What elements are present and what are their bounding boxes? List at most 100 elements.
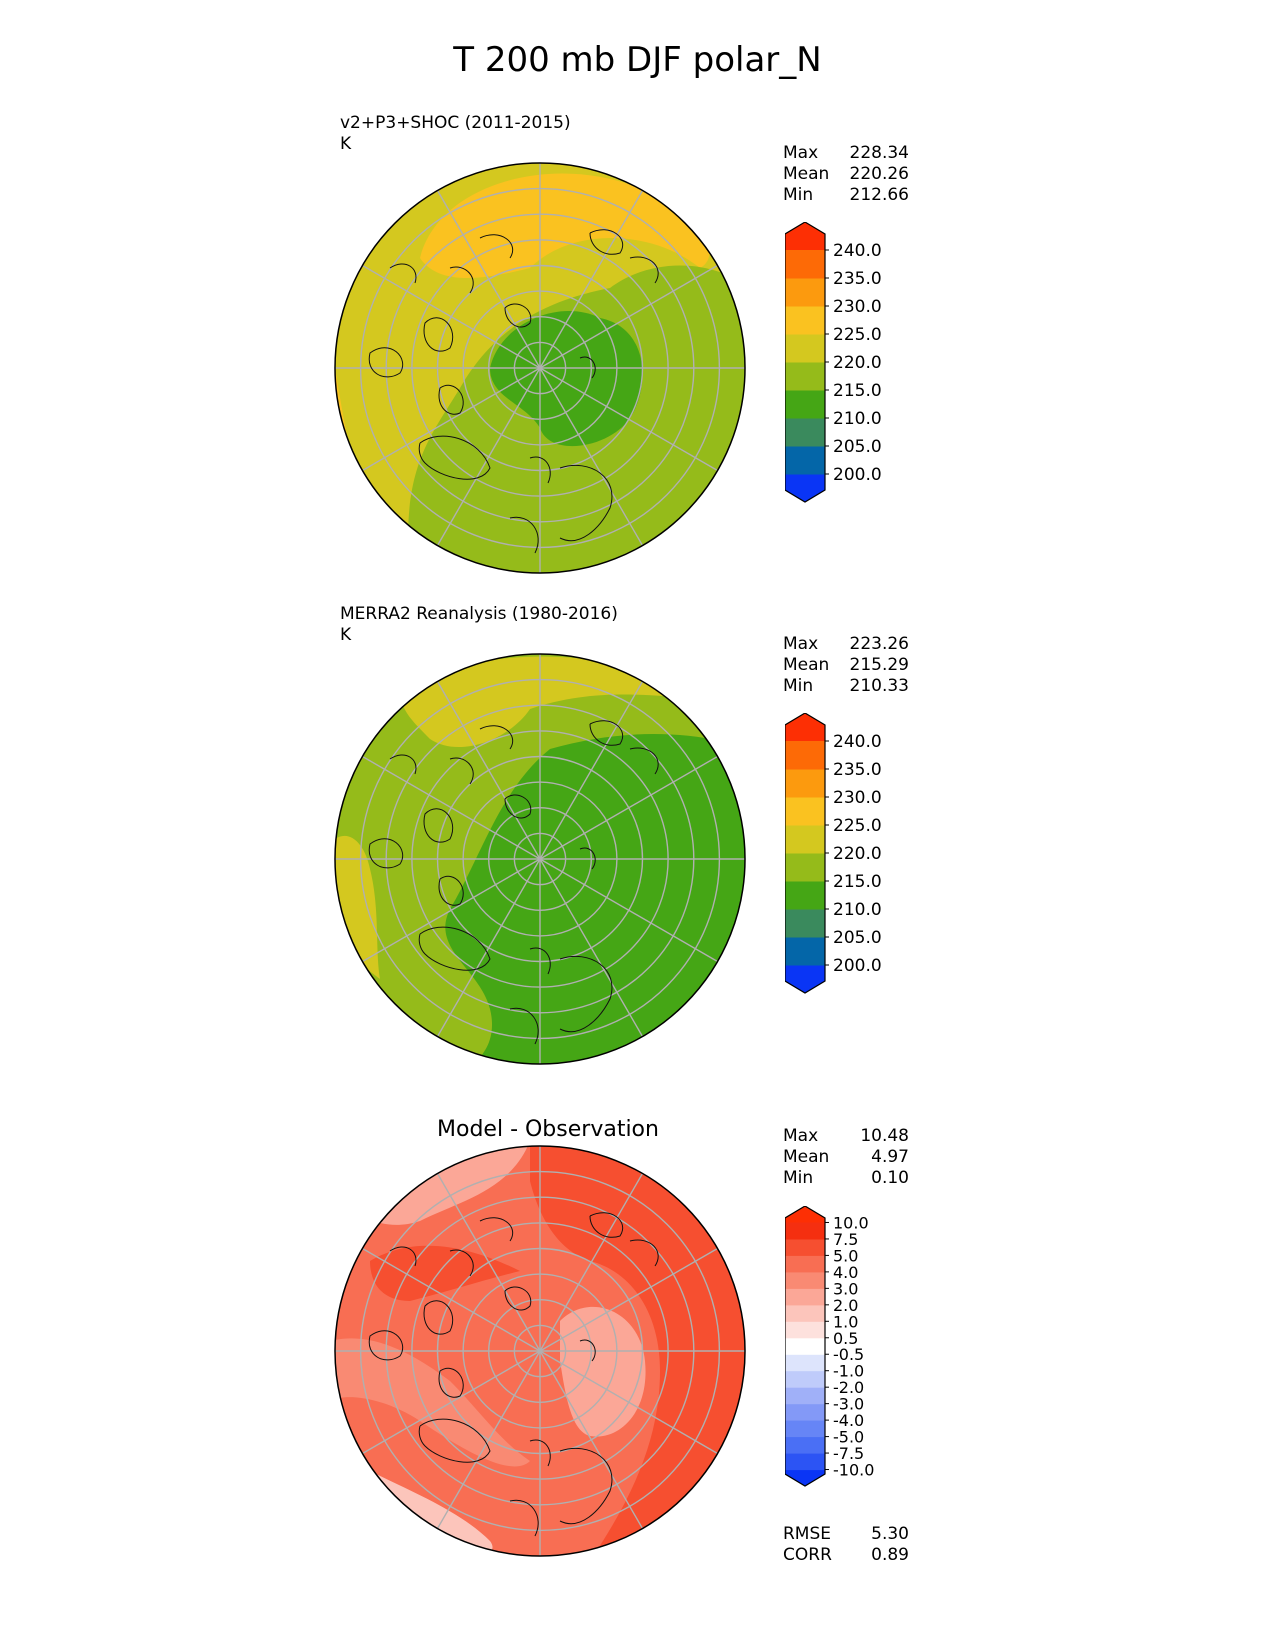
- colorbar-tick-label: 230.0: [833, 788, 882, 808]
- panel1-units: K: [340, 134, 352, 154]
- panel3-title: Model - Observation: [437, 1117, 659, 1142]
- colorbar-tick-label: 200.0: [833, 465, 882, 485]
- coastline: [368, 838, 404, 869]
- meridian-line: [539, 264, 718, 369]
- colorbar-segment: [785, 1321, 825, 1339]
- colorbar-segment: [785, 713, 825, 741]
- meridian-line: [362, 1350, 541, 1455]
- colorbar-segment: [785, 909, 825, 938]
- coastline: [579, 356, 596, 379]
- coastline: [629, 1239, 659, 1267]
- panel2-stat-min: Min 210.33: [783, 676, 909, 696]
- colorbar-segment: [785, 446, 825, 475]
- coastline: [529, 1439, 551, 1467]
- coastline: [529, 947, 551, 975]
- panel3-field-hot-east: [530, 1146, 745, 1556]
- colorbar-segment: [785, 937, 825, 966]
- panel3-stat-rmse: RMSE 5.30: [783, 1524, 909, 1544]
- panel1-stat-mean: Mean 220.26: [783, 164, 909, 184]
- coastline: [449, 266, 474, 294]
- meridian-line: [362, 367, 541, 472]
- coastline: [479, 1217, 514, 1242]
- coastline: [589, 1212, 624, 1238]
- colorbar-tick-label: 235.0: [833, 269, 882, 289]
- panel3-graticule: [335, 1146, 745, 1556]
- colorbar-segment: [785, 1255, 825, 1273]
- coastline: [589, 229, 624, 255]
- coastline: [389, 263, 417, 284]
- colorbar-segment: [785, 1206, 825, 1223]
- panel2-title: MERRA2 Reanalysis (1980-2016) K: [340, 604, 618, 646]
- meridian-line: [436, 190, 541, 369]
- meridian-line: [539, 367, 718, 472]
- coastline: [389, 754, 417, 775]
- coastline: [423, 1300, 454, 1335]
- meridian-line: [539, 1350, 644, 1529]
- colorbar-tick-label: 235.0: [833, 760, 882, 780]
- meridian-line: [539, 858, 644, 1037]
- colorbar-segment: [785, 1420, 825, 1438]
- colorbar-outline: [785, 713, 826, 994]
- colorbar-segment: [785, 1271, 825, 1289]
- colorbar-tick-label: -2.0: [833, 1378, 864, 1397]
- colorbar-segment: [785, 741, 825, 770]
- panel3-stats: Max 10.48 Mean 4.97 Min 0.10: [783, 1126, 909, 1189]
- meridian-line: [436, 681, 541, 860]
- colorbar-tick-label: 7.5: [833, 1230, 858, 1249]
- coastline: [438, 876, 464, 906]
- panel2-units: K: [340, 625, 352, 645]
- panel2-obs-label: MERRA2 Reanalysis (1980-2016): [340, 604, 618, 624]
- panel1-polar-map: [334, 162, 746, 574]
- meridian-line: [539, 681, 644, 860]
- coastline: [509, 516, 539, 554]
- panel3-stat-min: Min 0.10: [783, 1168, 909, 1188]
- panel3-stat-mean: Mean 4.97: [783, 1147, 909, 1167]
- colorbar-tick-label: 220.0: [833, 353, 882, 373]
- meridian-line: [436, 367, 541, 546]
- colorbar-tick-label: -5.0: [833, 1428, 864, 1447]
- panel1-coastlines: [368, 229, 659, 554]
- colorbar-tick-label: 240.0: [833, 241, 882, 261]
- meridian-line: [539, 1350, 718, 1455]
- coastline: [559, 1447, 613, 1525]
- colorbar-tick-label: 200.0: [833, 956, 882, 976]
- colorbar-segment: [785, 1337, 825, 1355]
- colorbar-tick-label: -0.5: [833, 1345, 864, 1364]
- colorbar-segment: [785, 250, 825, 279]
- panel3-stat-corr: CORR 0.89: [783, 1545, 909, 1565]
- colorbar-segment: [785, 881, 825, 910]
- colorbar-tick-label: 4.0: [833, 1263, 858, 1282]
- meridian-line: [436, 858, 541, 1037]
- panel3-stat-max: Max 10.48: [783, 1126, 909, 1146]
- colorbar-outline: [785, 1206, 826, 1487]
- colorbar-tick-label: 205.0: [833, 928, 882, 948]
- colorbar-segment: [785, 965, 825, 993]
- colorbar-tick-label: 10.0: [833, 1214, 869, 1233]
- colorbar-segment: [785, 1387, 825, 1405]
- colorbar-tick-label: -4.0: [833, 1411, 864, 1430]
- panel1-model-label: v2+P3+SHOC (2011-2015): [340, 113, 571, 133]
- panel2-stats: Max 223.26 Mean 215.29 Min 210.33: [783, 634, 909, 697]
- coastline: [509, 1499, 539, 1537]
- coastline: [629, 256, 659, 284]
- coastline: [589, 720, 624, 746]
- panel2-stat-mean: Mean 215.29: [783, 655, 909, 675]
- meridian-line: [362, 1247, 541, 1352]
- colorbar-tick-label: 210.0: [833, 900, 882, 920]
- colorbar-segment: [785, 306, 825, 335]
- colorbar-segment: [785, 1304, 825, 1322]
- colorbar-tick-label: 220.0: [833, 844, 882, 864]
- colorbar-segment: [785, 1238, 825, 1256]
- coastline: [418, 926, 491, 971]
- coastline: [509, 1007, 539, 1045]
- panel2-colorbar: 240.0 235.0 230.0 225.0 220.0 215.0 210.0 205.0…: [785, 713, 882, 994]
- colorbar-tick-label: -1.0: [833, 1362, 864, 1381]
- panel1-colorbar: 240.0 235.0 230.0 225.0 220.0 215.0 210.0 205.0…: [785, 222, 882, 503]
- panel1-map-border: [334, 162, 746, 574]
- meridian-line: [362, 858, 541, 963]
- colorbar-segment: [785, 1403, 825, 1421]
- colorbar-tick-label: -3.0: [833, 1395, 864, 1414]
- figure-title: T 200 mb DJF polar_N: [453, 40, 822, 80]
- colorbar-tick-label: 1.0: [833, 1312, 858, 1331]
- colorbar-tick-label: -7.5: [833, 1444, 864, 1463]
